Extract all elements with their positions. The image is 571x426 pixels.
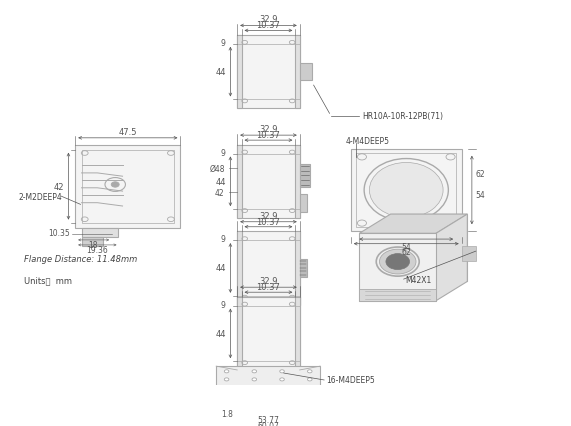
Circle shape [224, 386, 229, 389]
Text: 32.9: 32.9 [259, 211, 278, 220]
Circle shape [252, 370, 256, 373]
Bar [237, 36, 300, 109]
Circle shape [280, 394, 284, 397]
Text: Ø48: Ø48 [209, 164, 225, 173]
Circle shape [380, 250, 416, 274]
Text: M42X1: M42X1 [405, 275, 431, 284]
Bar [461, 247, 476, 262]
Text: 9: 9 [221, 235, 226, 244]
Circle shape [252, 378, 256, 381]
Circle shape [386, 254, 409, 270]
Bar [82, 238, 103, 246]
Text: 42: 42 [54, 182, 65, 191]
Text: Flange Distance: 11.48mm: Flange Distance: 11.48mm [24, 254, 138, 263]
Bar [237, 145, 300, 219]
Bar [237, 297, 242, 370]
Text: 2-M2DEEP4: 2-M2DEEP4 [18, 192, 62, 201]
Bar [237, 145, 242, 219]
Text: 44: 44 [215, 177, 226, 187]
Bar [295, 36, 300, 109]
Text: Units：  mm: Units： mm [24, 275, 72, 284]
Text: 60.07: 60.07 [257, 421, 279, 426]
Text: 44: 44 [215, 264, 226, 273]
Bar [82, 228, 118, 238]
Text: 54: 54 [401, 242, 411, 252]
Text: 10.37: 10.37 [256, 282, 280, 291]
Text: 44: 44 [215, 68, 226, 77]
Polygon shape [359, 234, 436, 301]
Bar [300, 259, 307, 277]
Text: 42: 42 [215, 188, 225, 197]
Bar [300, 194, 307, 213]
Bar [351, 149, 461, 232]
Text: 9: 9 [221, 148, 226, 157]
Bar [295, 297, 300, 370]
Circle shape [280, 378, 284, 381]
Bar [237, 232, 242, 305]
Bar [237, 36, 242, 109]
Bar [237, 232, 300, 305]
Bar [82, 150, 174, 223]
Text: 53.77: 53.77 [257, 415, 279, 424]
Text: 4-M4DEEP5: 4-M4DEEP5 [345, 137, 389, 146]
Circle shape [280, 370, 284, 373]
Text: 62: 62 [476, 170, 485, 178]
Text: 9: 9 [221, 39, 226, 48]
Circle shape [224, 370, 229, 373]
Text: 44: 44 [215, 329, 226, 338]
Circle shape [252, 394, 256, 397]
Bar [359, 289, 436, 301]
Text: 32.9: 32.9 [259, 276, 278, 285]
Bar [216, 366, 320, 401]
Text: 9: 9 [221, 300, 226, 309]
Text: HR10A-10R-12PB(71): HR10A-10R-12PB(71) [362, 112, 443, 121]
Bar [75, 145, 180, 228]
Circle shape [252, 386, 256, 389]
Polygon shape [436, 215, 467, 301]
Text: 18: 18 [89, 240, 98, 249]
Circle shape [111, 182, 119, 188]
Text: 10.37: 10.37 [256, 21, 280, 30]
Circle shape [308, 386, 312, 389]
Polygon shape [391, 215, 467, 282]
Text: 62: 62 [401, 247, 411, 256]
Bar [300, 164, 310, 188]
Circle shape [224, 378, 229, 381]
Text: 32.9: 32.9 [259, 125, 278, 134]
Ellipse shape [369, 163, 443, 218]
Bar [300, 63, 312, 81]
Circle shape [308, 378, 312, 381]
Circle shape [308, 370, 312, 373]
Text: 1.8: 1.8 [221, 409, 232, 418]
Circle shape [280, 386, 284, 389]
Bar [295, 145, 300, 219]
Bar [356, 153, 456, 228]
Text: 54: 54 [476, 190, 485, 199]
Polygon shape [359, 215, 467, 234]
Text: 47.5: 47.5 [119, 128, 137, 137]
Text: 16-M4DEEP5: 16-M4DEEP5 [327, 376, 375, 385]
Text: 10.35: 10.35 [48, 228, 70, 237]
Bar [295, 232, 300, 305]
Circle shape [224, 394, 229, 397]
Text: 10.37: 10.37 [256, 131, 280, 140]
Bar [237, 297, 300, 370]
Circle shape [308, 394, 312, 397]
Text: 19.36: 19.36 [86, 245, 108, 254]
Text: 10.37: 10.37 [256, 217, 280, 226]
Text: 32.9: 32.9 [259, 15, 278, 24]
